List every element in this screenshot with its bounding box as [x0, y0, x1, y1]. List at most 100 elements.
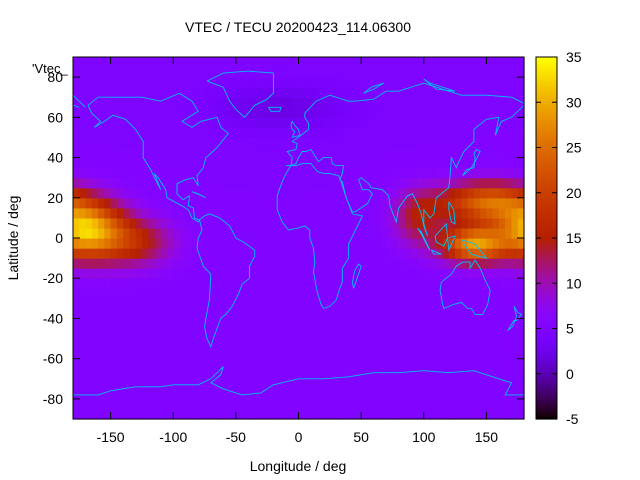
heatmap-cell	[141, 147, 149, 159]
heatmap-cell	[148, 87, 156, 98]
heatmap-cell	[116, 268, 124, 279]
heatmap-cell	[480, 258, 488, 269]
heatmap-cell	[404, 388, 412, 400]
heatmap-cell	[148, 107, 156, 118]
heatmap-cell	[79, 187, 87, 199]
heatmap-cell	[292, 177, 300, 189]
heatmap-cell	[267, 248, 275, 259]
heatmap-cell	[448, 408, 456, 420]
heatmap-cell	[198, 87, 206, 98]
heatmap-cell	[123, 398, 130, 410]
heatmap-cell	[398, 127, 406, 139]
heatmap-cell	[392, 298, 400, 309]
heatmap-cell	[442, 177, 450, 189]
heatmap-cell	[179, 248, 187, 259]
heatmap-cell	[204, 348, 212, 360]
heatmap-cell	[129, 147, 137, 159]
heatmap-cell	[298, 57, 306, 68]
heatmap-cell	[110, 308, 118, 320]
heatmap-cell	[173, 288, 181, 299]
heatmap-cell	[329, 238, 337, 249]
heatmap-cell	[248, 117, 256, 128]
heatmap-cell	[336, 97, 343, 108]
heatmap-cell	[248, 378, 256, 390]
heatmap-cell	[129, 67, 137, 78]
heatmap-cell	[342, 57, 350, 68]
heatmap-cell	[260, 308, 268, 320]
heatmap-cell	[336, 248, 343, 259]
heatmap-cell	[411, 298, 419, 309]
heatmap-cell	[91, 77, 99, 88]
heatmap-cell	[455, 388, 462, 400]
heatmap-cell	[505, 248, 513, 259]
heatmap-cell	[279, 348, 287, 360]
heatmap-cell	[160, 107, 168, 118]
heatmap-cell	[392, 107, 400, 118]
heatmap-cell	[91, 157, 99, 169]
heatmap-cell	[329, 258, 337, 269]
heatmap-cell	[480, 217, 488, 229]
heatmap-cell	[116, 107, 124, 118]
heatmap-cell	[210, 248, 218, 259]
heatmap-cell	[392, 77, 400, 88]
heatmap-cell	[98, 288, 105, 299]
heatmap-cell	[110, 97, 118, 108]
heatmap-cell	[254, 378, 262, 390]
heatmap-cell	[304, 338, 312, 350]
heatmap-cell	[135, 288, 143, 299]
heatmap-cell	[179, 177, 187, 189]
heatmap-cell	[323, 157, 331, 169]
heatmap-cell	[267, 187, 275, 199]
heatmap-cell	[323, 197, 331, 209]
heatmap-cell	[267, 157, 275, 169]
heatmap-cell	[85, 368, 93, 380]
heatmap-cell	[141, 308, 149, 320]
heatmap-cell	[298, 278, 306, 289]
heatmap-cell	[179, 167, 187, 179]
colorbar-step	[536, 371, 557, 374]
heatmap-cell	[192, 147, 199, 159]
colorbar-step	[536, 181, 557, 184]
heatmap-cell	[73, 328, 80, 340]
heatmap-cell	[386, 318, 394, 330]
heatmap-cell	[417, 258, 425, 269]
heatmap-cell	[185, 318, 193, 330]
heatmap-cell	[317, 288, 325, 299]
heatmap-cell	[430, 67, 437, 78]
heatmap-cell	[517, 107, 525, 118]
heatmap-cell	[329, 197, 337, 209]
heatmap-cell	[486, 328, 494, 340]
heatmap-cell	[135, 97, 143, 108]
heatmap-cell	[411, 97, 419, 108]
heatmap-cell	[242, 378, 249, 390]
heatmap-cell	[79, 127, 87, 139]
heatmap-cell	[223, 258, 231, 269]
colorbar-step	[536, 199, 557, 202]
heatmap-cell	[455, 207, 462, 219]
heatmap-cell	[342, 348, 350, 360]
heatmap-cell	[210, 238, 218, 249]
heatmap-cell	[367, 298, 375, 309]
heatmap-cell	[173, 408, 181, 420]
heatmap-cell	[304, 358, 312, 370]
heatmap-cell	[348, 137, 356, 149]
heatmap-cell	[185, 227, 193, 239]
chart-title: VTEC / TECU 20200423_114.06300	[185, 19, 411, 35]
colorbar-step	[536, 275, 557, 278]
heatmap-cell	[311, 127, 318, 139]
colorbar-tick-label: 10	[566, 275, 582, 291]
heatmap-cell	[148, 398, 156, 410]
heatmap-cell	[135, 107, 143, 118]
heatmap-cell	[336, 398, 343, 410]
heatmap-cell	[192, 408, 199, 420]
heatmap-cell	[342, 408, 350, 420]
heatmap-cell	[386, 368, 394, 380]
colorbar-step	[536, 325, 557, 328]
heatmap-cell	[348, 388, 356, 400]
heatmap-cell	[223, 388, 231, 400]
heatmap-cell	[235, 227, 243, 239]
heatmap-cell	[110, 87, 118, 98]
heatmap-cell	[123, 248, 130, 259]
heatmap-cell	[242, 107, 249, 118]
heatmap-cell	[217, 298, 224, 309]
